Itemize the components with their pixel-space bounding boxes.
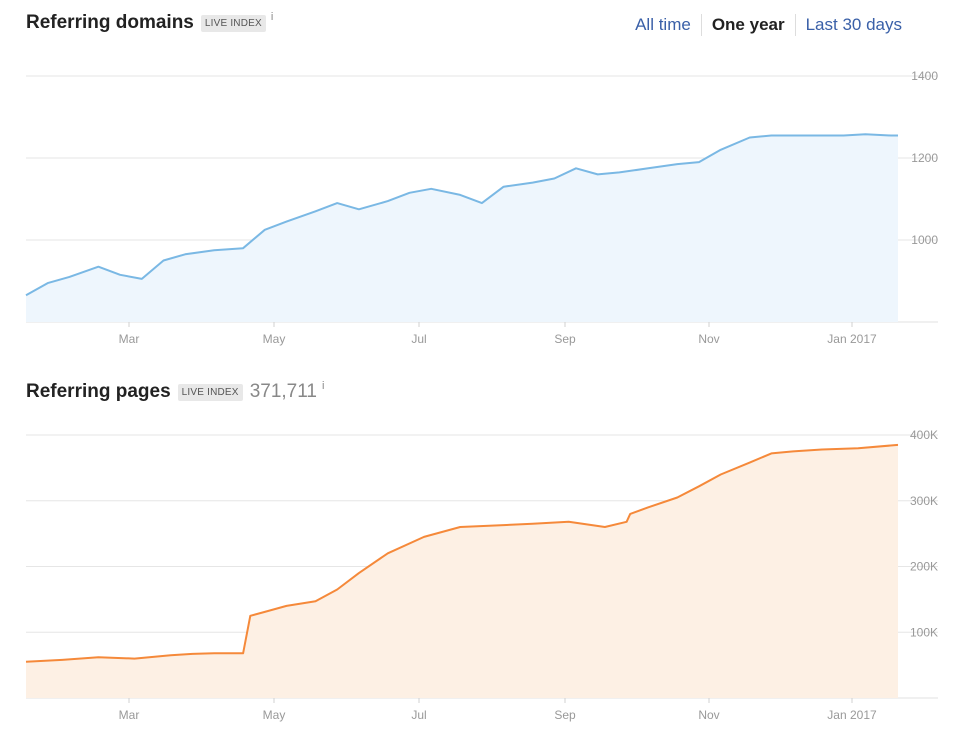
info-icon[interactable]: i (321, 380, 325, 392)
x-tick-label: May (263, 708, 286, 722)
y-tick-label: 400K (910, 428, 938, 442)
referring-domains-chart[interactable]: 1000 1200 1400 Mar May Jul Sep Nov Jan 2017 (0, 50, 960, 350)
y-tick-label: 1200 (911, 151, 938, 165)
y-tick-label: 100K (910, 625, 938, 639)
range-divider (700, 14, 702, 36)
x-tick-label: Jan 2017 (827, 708, 877, 722)
x-tick-label: Sep (554, 332, 576, 346)
live-index-badge: LIVE INDEX (177, 383, 243, 401)
series-area (26, 134, 898, 322)
x-tick-label: Jan 2017 (827, 332, 877, 346)
y-tick-label: 200K (910, 560, 938, 574)
x-tick-label: Nov (698, 332, 719, 346)
range-all-time-button[interactable]: All time (635, 15, 691, 34)
range-one-year-button[interactable]: One year (711, 15, 785, 34)
x-tick-label: Mar (119, 332, 140, 346)
referring-pages-chart[interactable]: 100K 200K 300K 400K Mar May Jul Sep Nov Jan 2017 (0, 428, 960, 738)
y-tick-label: 1400 (911, 69, 938, 83)
range-divider (794, 14, 796, 36)
domains-title: Referring domains (26, 12, 194, 33)
x-tick-label: Mar (119, 708, 140, 722)
live-index-badge: LIVE INDEX (200, 14, 266, 32)
pages-header: Referring pages LIVE INDEX 371,711 i (26, 380, 325, 403)
y-tick-label: 1000 (911, 233, 938, 247)
series-line (25, 133, 898, 297)
series-area (26, 444, 898, 698)
x-tick-label: Sep (554, 708, 576, 722)
range-last-30-days-button[interactable]: Last 30 days (805, 15, 902, 34)
domains-header: Referring domains LIVE INDEX i (26, 11, 274, 34)
info-icon[interactable]: i (270, 11, 274, 23)
x-tick-label: Jul (411, 708, 426, 722)
x-tick-label: Jul (411, 332, 426, 346)
y-tick-label: 300K (910, 494, 938, 508)
time-range-nav: All time One year Last 30 days (625, 14, 912, 36)
x-tick-label: Nov (698, 708, 719, 722)
x-tick-label: May (263, 332, 286, 346)
pages-title: Referring pages (26, 381, 171, 402)
referring-pages-count: 371,711 (249, 381, 317, 402)
